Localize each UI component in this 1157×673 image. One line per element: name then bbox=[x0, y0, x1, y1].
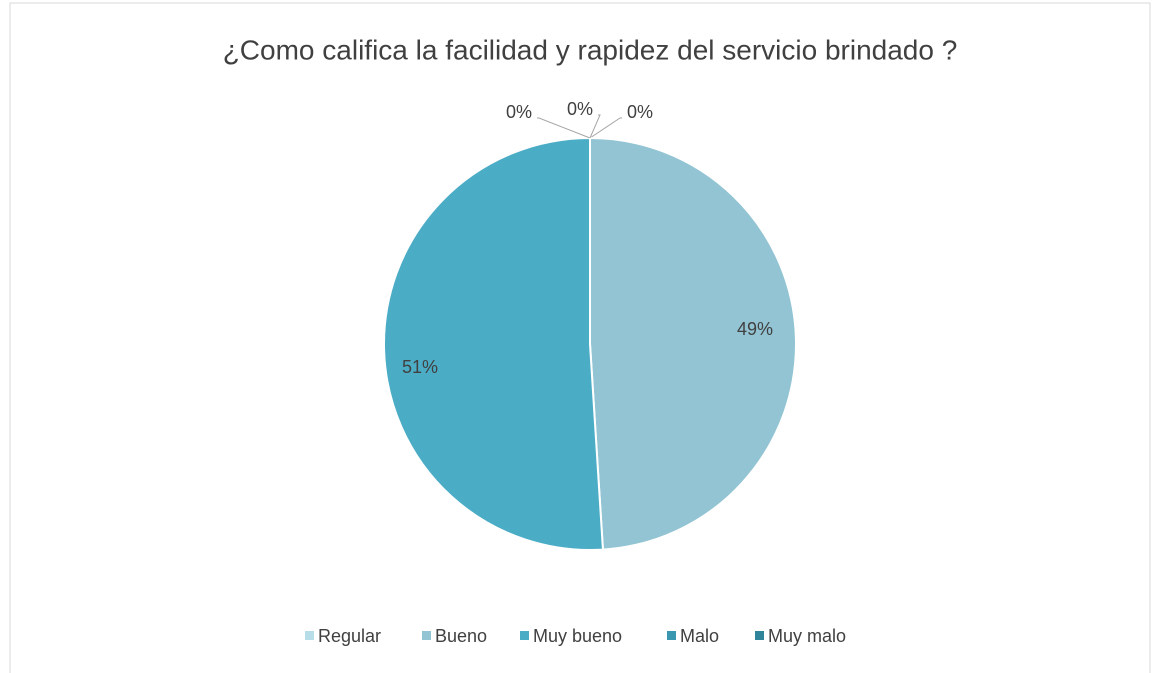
data-label: 51% bbox=[402, 357, 438, 377]
legend-swatch bbox=[422, 631, 431, 640]
leader-line bbox=[537, 117, 591, 139]
data-label: 0% bbox=[567, 99, 593, 119]
legend-label: Bueno bbox=[435, 626, 487, 646]
legend-label: Muy malo bbox=[768, 626, 846, 646]
leader-line bbox=[589, 114, 601, 139]
legend-label: Muy bueno bbox=[533, 626, 622, 646]
legend-swatch bbox=[305, 631, 314, 640]
legend-label: Malo bbox=[680, 626, 719, 646]
chart-title: ¿Como califica la facilidad y rapidez de… bbox=[223, 34, 958, 65]
pie-slice bbox=[383, 136, 604, 551]
legend-label: Regular bbox=[318, 626, 381, 646]
data-label: 49% bbox=[737, 319, 773, 339]
legend-swatch bbox=[755, 631, 764, 640]
data-label: 0% bbox=[627, 102, 653, 122]
legend-swatch bbox=[667, 631, 676, 640]
pie-slice bbox=[589, 136, 797, 551]
leader-line bbox=[589, 117, 622, 139]
data-label: 0% bbox=[506, 102, 532, 122]
legend-swatch bbox=[520, 631, 529, 640]
